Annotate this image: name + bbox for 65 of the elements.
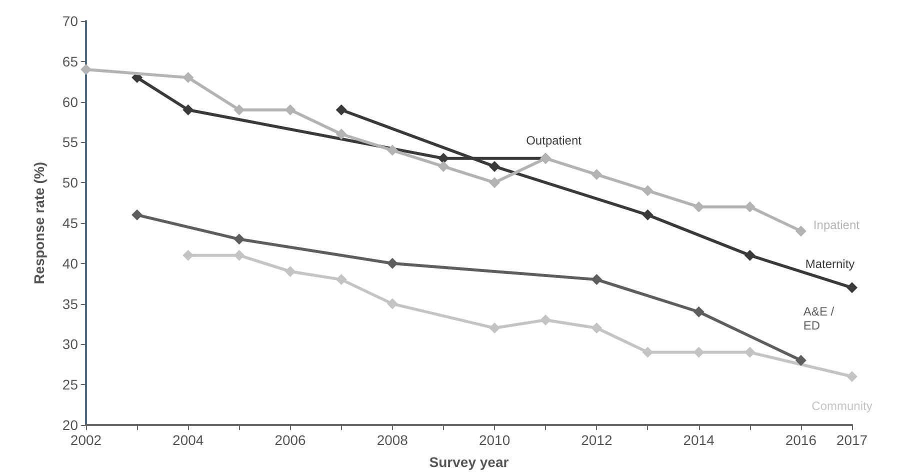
point (489, 322, 500, 334)
y-tick-label: 70 (62, 13, 78, 29)
y-tick-label: 20 (62, 417, 78, 433)
point (540, 314, 552, 326)
series-label: Maternity (805, 257, 855, 272)
x-tick-label: 2002 (70, 432, 102, 448)
point (489, 177, 500, 188)
point (80, 64, 92, 75)
x-tick-label: 2008 (376, 432, 408, 448)
point (591, 322, 602, 334)
x-tick-label: 2006 (274, 432, 306, 448)
text: Community (812, 399, 872, 414)
series-label: Inpatient (813, 218, 860, 232)
point (438, 152, 449, 164)
point (642, 346, 654, 358)
point (284, 266, 296, 277)
y-tick-label: 65 (62, 53, 78, 70)
point (234, 250, 245, 261)
y-tick-label: 60 (62, 94, 78, 110)
point (744, 346, 756, 358)
point (234, 234, 245, 245)
point (795, 354, 806, 366)
x-tick-label: 2017 (836, 432, 868, 448)
point (693, 346, 704, 358)
y-tick-label: 35 (62, 296, 78, 312)
point (132, 209, 143, 220)
x-tick-label: 2012 (581, 432, 612, 448)
point (182, 72, 194, 84)
point (846, 371, 858, 382)
point (234, 104, 245, 116)
point (336, 128, 347, 140)
point (693, 201, 704, 212)
y-tick-label: 50 (62, 174, 78, 191)
y-tick-label: 25 (62, 376, 78, 393)
point (795, 226, 806, 237)
point (336, 104, 347, 116)
point (336, 274, 347, 286)
x-tick-label: 2014 (683, 432, 715, 448)
x-axis-title: Survey year (429, 454, 510, 470)
point (386, 258, 398, 269)
x-tick-label: 2004 (172, 432, 204, 448)
point (744, 250, 756, 261)
point (642, 209, 654, 220)
point (182, 104, 194, 116)
x-tick-label: 2010 (478, 432, 510, 448)
x-tick-label: 2016 (785, 432, 817, 448)
series-label: A&E / ED (803, 304, 835, 332)
y-tick-label: 45 (62, 215, 78, 231)
point (693, 306, 704, 318)
point (284, 104, 296, 116)
point (489, 160, 500, 172)
point (846, 282, 858, 294)
y-tick-label: 40 (62, 255, 78, 272)
point (591, 169, 602, 180)
point (591, 274, 602, 286)
point (182, 250, 194, 261)
point (642, 185, 654, 196)
point (438, 160, 449, 172)
y-tick-label: 55 (62, 134, 78, 150)
point (744, 201, 756, 212)
point (386, 144, 398, 156)
y-axis-title: Response rate (%) (31, 162, 47, 284)
series-label: Outpatient (526, 133, 582, 148)
point (386, 298, 398, 310)
y-tick-label: 30 (62, 336, 78, 352)
